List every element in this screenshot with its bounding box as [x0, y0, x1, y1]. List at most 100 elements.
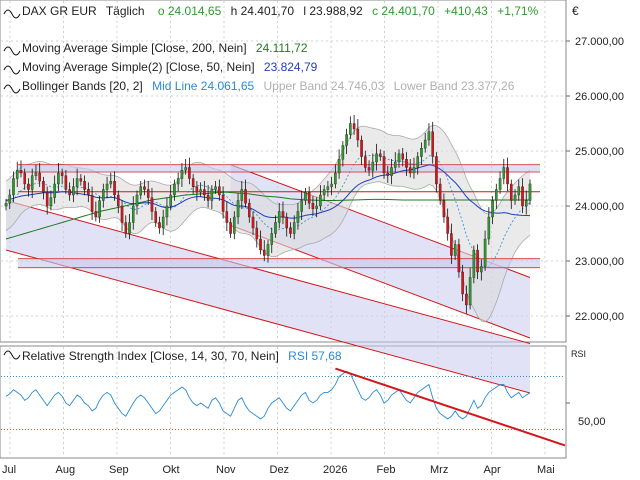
- symbol-icon: [3, 9, 21, 19]
- price-tick-label: 27.000,00: [575, 36, 624, 48]
- sma200-value: 24.111,72: [256, 41, 308, 55]
- candle: [266, 244, 270, 256]
- candle: [420, 148, 423, 157]
- candle: [176, 178, 180, 185]
- month-label: Apr: [484, 464, 501, 476]
- candle: [218, 186, 221, 196]
- candle: [311, 203, 315, 209]
- candle: [34, 172, 38, 176]
- month-label: Feb: [377, 464, 396, 476]
- candle: [262, 249, 266, 256]
- candle: [79, 178, 83, 182]
- candle: [38, 172, 41, 182]
- candle: [206, 194, 210, 201]
- indicator-icon: [3, 46, 21, 56]
- rsi-tick-50: 50,00: [578, 416, 606, 428]
- candle: [513, 194, 517, 201]
- candle: [64, 175, 68, 190]
- candle: [341, 145, 345, 160]
- price-tick-label: 23.000,00: [575, 256, 624, 268]
- candles: [4, 114, 532, 314]
- candle: [521, 186, 524, 207]
- candle: [53, 183, 56, 198]
- candle: [72, 186, 75, 196]
- price-axis: 22.000,00 23.000,00 24.000,00 25.000,00 26.0…: [566, 36, 624, 404]
- candle: [345, 134, 348, 146]
- candle: [326, 186, 330, 190]
- candle: [367, 167, 371, 171]
- candle: [8, 194, 12, 204]
- candle: [322, 189, 326, 196]
- interval: Täglich: [106, 4, 145, 18]
- rsi-axis-title: RSI: [571, 349, 586, 359]
- candle: [408, 167, 412, 174]
- candle: [487, 216, 491, 240]
- bb-name: Bollinger Bands [20, 2]: [22, 79, 143, 93]
- month-label: 2026: [323, 464, 347, 476]
- candle: [281, 211, 285, 218]
- candle: [476, 249, 479, 273]
- high-value: h 24.401,70: [231, 4, 295, 18]
- candle: [214, 186, 217, 190]
- candle: [277, 211, 281, 223]
- candle: [244, 189, 247, 204]
- change-value: +410,43: [444, 4, 488, 18]
- candle: [371, 161, 375, 171]
- candle: [517, 186, 521, 196]
- candle: [165, 205, 169, 218]
- candle: [191, 178, 195, 187]
- candle: [120, 205, 124, 223]
- candle: [105, 183, 109, 190]
- candle: [446, 216, 449, 234]
- candle: [319, 194, 322, 207]
- candle: [169, 194, 172, 207]
- candle: [188, 167, 191, 179]
- candle: [270, 233, 274, 245]
- candle: [225, 211, 229, 223]
- candle: [330, 183, 333, 187]
- channel-line: [5, 249, 531, 394]
- candle: [274, 222, 277, 234]
- indicator-icon: [3, 65, 21, 75]
- candle: [139, 186, 143, 196]
- svg-text:DAX GR EUR Täglich: DAX GR EUR Täglich o 24.014,65 h 24.401,…: [22, 4, 539, 18]
- candle: [30, 175, 34, 190]
- candle: [259, 238, 262, 251]
- candle: [117, 194, 120, 207]
- candle: [240, 189, 244, 201]
- rsi-name: Relative Strength Index [Close, 14, 30, …: [22, 349, 279, 363]
- candle: [184, 167, 187, 171]
- candle: [524, 200, 528, 207]
- candle: [23, 172, 26, 185]
- candle: [27, 183, 30, 190]
- candle: [113, 181, 116, 196]
- candle: [506, 167, 509, 185]
- candle: [461, 271, 464, 295]
- candle: [468, 277, 472, 306]
- candle: [60, 172, 64, 176]
- candle: [12, 178, 15, 196]
- candle: [416, 156, 419, 168]
- candle: [161, 216, 165, 229]
- candle: [199, 189, 202, 193]
- price-tick-label: 25.000,00: [575, 146, 624, 158]
- candle: [57, 172, 60, 185]
- candle: [146, 189, 150, 198]
- candle: [393, 161, 397, 168]
- candle: [412, 167, 416, 174]
- candle: [143, 186, 146, 190]
- channel-fill: [6, 200, 530, 393]
- candle: [379, 153, 382, 157]
- bb-fill: [6, 125, 530, 323]
- svg-text:Bollinger Bands [20, 2]: Bollinger Bands [20, 2] Mid Line 24.061,…: [22, 79, 515, 93]
- month-label: Nov: [216, 464, 236, 476]
- candle: [483, 238, 487, 267]
- candle: [480, 266, 483, 273]
- candle: [19, 170, 23, 174]
- low-value: l 23.988,92: [303, 4, 363, 18]
- channel-line: [5, 200, 531, 344]
- rsi-value: RSI 57,68: [288, 349, 342, 363]
- candle: [491, 200, 494, 218]
- month-label: Mai: [537, 464, 555, 476]
